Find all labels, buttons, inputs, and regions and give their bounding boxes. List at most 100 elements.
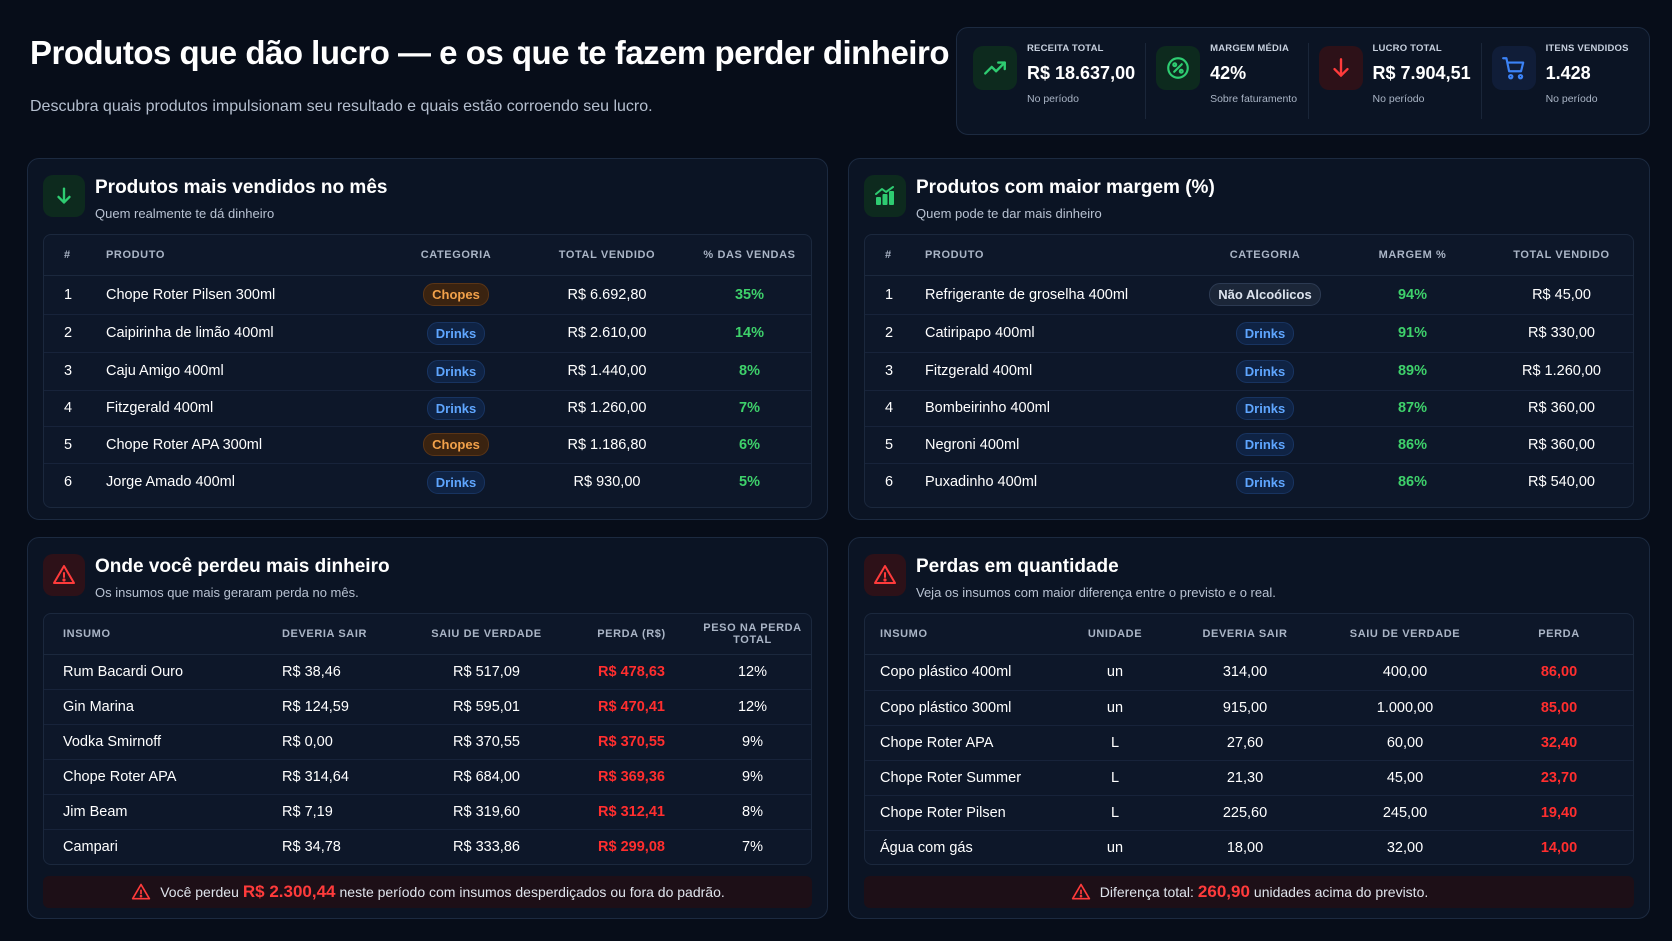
col-header: # [865,235,925,276]
table-row[interactable]: Rum Bacardi Ouro R$ 38,46 R$ 517,09 R$ 4… [44,654,811,690]
category-badge: Drinks [426,359,486,383]
table-row[interactable]: 2 Caipirinha de limão 400ml Drinks R$ 2.… [44,314,811,353]
percent-icon [1156,46,1201,90]
product-name: Refrigerante de groselha 400ml [925,275,1195,315]
product-name: Caipirinha de limão 400ml [106,314,386,353]
col-header: CATEGORIA [386,235,526,276]
sales-percent: 6% [688,426,811,464]
kpi-label: ITENS VENDIDOS [1545,43,1629,54]
product-name: Catiripapo 400ml [925,314,1195,353]
table-row[interactable]: 5 Negroni 400ml Drinks 86% R$ 360,00 [865,426,1633,464]
table-row[interactable]: 3 Caju Amigo 400ml Drinks R$ 1.440,00 8% [44,352,811,391]
table-row[interactable]: 5 Chope Roter APA 300ml Chopes R$ 1.186,… [44,426,811,464]
panel-subtitle: Veja os insumos com maior diferença entr… [916,585,1276,600]
kpi-label: RECEITA TOTAL [1027,43,1104,54]
expected-qty: 21,30 [1165,760,1325,796]
ingredient-name: Chope Roter Pilsen [865,795,1065,831]
actual-value: R$ 517,09 [404,654,569,690]
sales-percent: 5% [739,474,760,491]
col-header: MARGEM % [1335,235,1490,276]
margin-percent: 91% [1335,314,1490,353]
col-header: DEVERIA SAIR [282,614,404,655]
col-header: TOTAL VENDIDO [526,235,688,276]
total-sold: R$ 1.260,00 [526,390,688,427]
table-row[interactable]: 4 Bombeirinho 400ml Drinks 87% R$ 360,00 [865,390,1633,427]
margin-percent: 86% [1335,426,1490,464]
summary-total-value: R$ 2.300,44 [242,882,336,901]
loss-value: R$ 470,41 [569,689,694,725]
actual-qty: 60,00 [1325,725,1485,761]
total-sold: R$ 360,00 [1490,390,1633,427]
table-row[interactable]: 3 Fitzgerald 400ml Drinks 89% R$ 1.260,0… [865,352,1633,391]
kpi-label: LUCRO TOTAL [1372,43,1442,54]
bar-chart-icon [864,175,906,217]
kpi-value: 1.428 [1545,63,1591,83]
table-header-row: INSUMO UNIDADE DEVERIA SAIR SAIU DE VERD… [865,614,1633,655]
product-name: Chope Roter Pilsen 300ml [106,275,386,315]
table-row[interactable]: Chope Roter APA R$ 314,64 R$ 684,00 R$ 3… [44,759,811,795]
total-sold: R$ 1.440,00 [526,352,688,391]
kpi-receita-total: RECEITA TOTAL R$ 18.637,00 No período [963,43,1147,119]
table-row[interactable]: Copo plástico 300ml un 915,00 1.000,00 8… [865,690,1633,726]
category-badge: Não Alcoólicos [1209,283,1321,306]
arrow-down-green-icon [43,175,85,217]
table-header-row: # PRODUTO CATEGORIA MARGEM % TOTAL VENDI… [865,235,1633,276]
table-row[interactable]: Copo plástico 400ml un 314,00 400,00 86,… [865,654,1633,691]
col-header: PERDA [1485,614,1633,655]
table-row[interactable]: Campari R$ 34,78 R$ 333,86 R$ 299,08 7% [44,829,811,864]
panel-subtitle: Quem pode te dar mais dinheiro [916,206,1102,221]
loss-value: R$ 478,63 [569,654,694,690]
table-row[interactable]: 1 Refrigerante de groselha 400ml Não Alc… [865,275,1633,315]
panel-subtitle: Os insumos que mais geraram perda no mês… [95,585,359,600]
category-badge: Drinks [1235,396,1295,420]
table-row[interactable]: Água com gás un 18,00 32,00 14,00 [865,830,1633,864]
table-row[interactable]: 6 Puxadinho 400ml Drinks 86% R$ 540,00 [865,463,1633,501]
table-row[interactable]: Chope Roter Summer L 21,30 45,00 23,70 [865,760,1633,796]
row-number: 5 [44,426,106,464]
actual-value: R$ 333,86 [453,838,520,855]
actual-value: R$ 595,01 [404,689,569,725]
col-header: PRODUTO [106,235,386,276]
table-row[interactable]: 2 Catiripapo 400ml Drinks 91% R$ 330,00 [865,314,1633,353]
col-header: DEVERIA SAIR [1165,614,1325,655]
ingredient-name: Rum Bacardi Ouro [44,654,282,690]
total-sold: R$ 6.692,80 [526,275,688,315]
expected-qty: 27,60 [1165,725,1325,761]
kpi-sub: No período [1372,93,1425,105]
col-header: TOTAL VENDIDO [1490,235,1633,276]
expected-value: R$ 7,19 [282,794,404,830]
page-subtitle: Descubra quais produtos impulsionam seu … [30,98,653,115]
unit: L [1065,795,1165,831]
col-header: PRODUTO [925,235,1195,276]
loss-weight: 9% [694,724,811,760]
actual-qty: 245,00 [1325,795,1485,831]
kpi-sub: No período [1545,93,1598,105]
ingredient-name: Gin Marina [44,689,282,725]
product-name: Caju Amigo 400ml [106,352,386,391]
margin-percent: 87% [1335,390,1490,427]
col-header: PERDA (R$) [569,614,694,655]
product-name: Fitzgerald 400ml [106,390,386,427]
ingredient-name: Copo plástico 400ml [865,654,1065,691]
table-header-row: INSUMO DEVERIA SAIR SAIU DE VERDADE PERD… [44,614,811,655]
actual-qty: 32,00 [1386,839,1424,856]
table-row[interactable]: Vodka Smirnoff R$ 0,00 R$ 370,55 R$ 370,… [44,724,811,760]
summary-text-after: neste período com insumos desperdiçados … [339,884,725,900]
kpi-value: R$ 18.637,00 [1027,63,1136,83]
table-row[interactable]: 6 Jorge Amado 400ml Drinks R$ 930,00 5% [44,463,811,501]
table-row[interactable]: Gin Marina R$ 124,59 R$ 595,01 R$ 470,41… [44,689,811,725]
kpi-value: R$ 7.904,51 [1372,63,1471,83]
qty-loss-summary: Diferença total: 260,90 unidades acima d… [864,876,1634,908]
row-number: 6 [64,474,73,491]
category-badge: Drinks [426,396,486,420]
table-row[interactable]: 1 Chope Roter Pilsen 300ml Chopes R$ 6.6… [44,275,811,315]
table-row[interactable]: Jim Beam R$ 7,19 R$ 319,60 R$ 312,41 8% [44,794,811,830]
product-name: Fitzgerald 400ml [925,352,1195,391]
actual-qty: 1.000,00 [1325,690,1485,726]
table-row[interactable]: 4 Fitzgerald 400ml Drinks R$ 1.260,00 7% [44,390,811,427]
unit: un [1065,654,1165,691]
table-row[interactable]: Chope Roter APA L 27,60 60,00 32,40 [865,725,1633,761]
row-number: 3 [865,352,925,391]
table-row[interactable]: Chope Roter Pilsen L 225,60 245,00 19,40 [865,795,1633,831]
total-sold: R$ 540,00 [1528,474,1595,491]
